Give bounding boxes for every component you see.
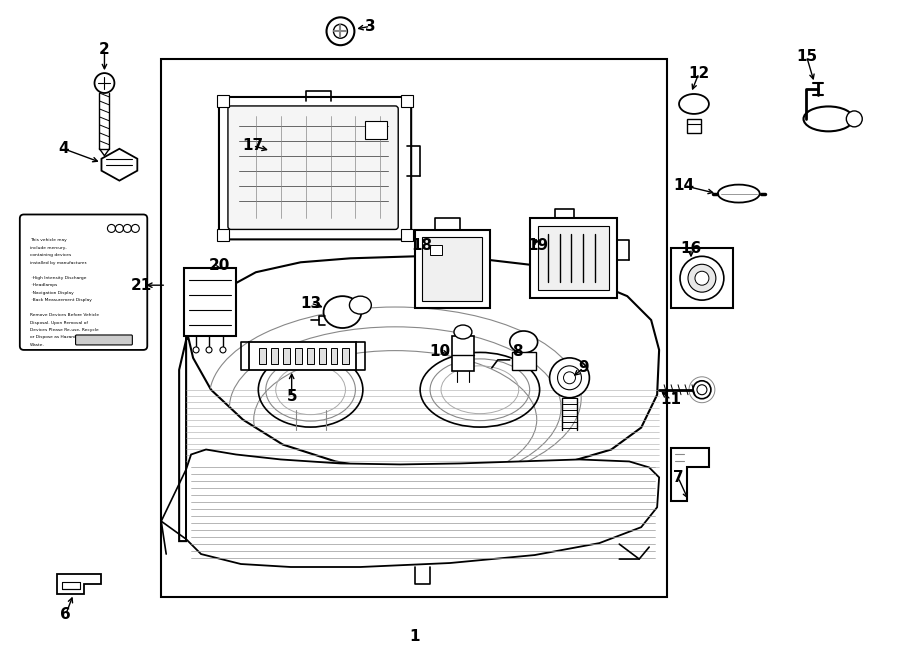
Text: Remove Devices Before Vehicle: Remove Devices Before Vehicle (30, 313, 99, 317)
Ellipse shape (804, 106, 853, 132)
Text: 21: 21 (130, 278, 152, 293)
Ellipse shape (349, 296, 372, 314)
Text: 8: 8 (512, 344, 523, 360)
FancyBboxPatch shape (20, 214, 148, 350)
Polygon shape (102, 149, 138, 180)
Text: 5: 5 (286, 389, 297, 405)
Circle shape (194, 347, 199, 353)
Bar (294, 348, 302, 364)
Circle shape (680, 256, 724, 300)
Bar (217, 229, 229, 241)
Text: 14: 14 (673, 178, 695, 193)
Circle shape (697, 385, 706, 395)
FancyBboxPatch shape (76, 335, 132, 345)
Circle shape (557, 366, 581, 390)
Ellipse shape (454, 325, 472, 339)
Ellipse shape (679, 94, 709, 114)
FancyBboxPatch shape (219, 97, 411, 239)
Text: ·Back Measurement Display: ·Back Measurement Display (30, 298, 92, 302)
Text: 7: 7 (672, 470, 683, 485)
Text: Waste.: Waste. (30, 343, 45, 347)
Text: 3: 3 (365, 19, 375, 34)
Text: ·Navigation Display: ·Navigation Display (30, 291, 74, 295)
Text: 20: 20 (208, 258, 230, 273)
Text: 16: 16 (680, 241, 702, 256)
Text: 13: 13 (300, 295, 321, 311)
Text: include mercury-: include mercury- (30, 246, 67, 250)
Bar (430, 245, 442, 255)
Bar (248, 342, 356, 370)
Bar (401, 95, 413, 107)
Ellipse shape (323, 296, 362, 328)
Text: 2: 2 (99, 42, 110, 57)
Bar (537, 227, 609, 290)
Ellipse shape (718, 184, 760, 202)
Circle shape (94, 73, 114, 93)
Circle shape (220, 347, 226, 353)
Text: installed by manufacturer.: installed by manufacturer. (30, 261, 87, 265)
Bar (415, 231, 490, 308)
Bar (330, 348, 338, 364)
Bar (184, 268, 236, 336)
Bar (512, 352, 535, 370)
Text: Devices Please Re-use, Recycle: Devices Please Re-use, Recycle (30, 328, 98, 332)
Text: or Dispose as Hazardous: or Dispose as Hazardous (30, 336, 83, 340)
Text: 18: 18 (411, 238, 433, 253)
Text: 15: 15 (796, 49, 817, 63)
Bar (365, 121, 387, 139)
Text: containing devices: containing devices (30, 253, 71, 257)
Bar (671, 249, 733, 308)
Text: 11: 11 (661, 392, 681, 407)
Polygon shape (671, 447, 709, 501)
Text: 9: 9 (578, 360, 589, 375)
Text: 10: 10 (429, 344, 451, 360)
Circle shape (550, 358, 590, 398)
Text: 4: 4 (58, 141, 69, 156)
Circle shape (688, 264, 716, 292)
Text: Disposal. Upon Removal of: Disposal. Upon Removal of (30, 321, 88, 325)
Text: 17: 17 (242, 138, 264, 153)
Text: ·Headlamps: ·Headlamps (30, 283, 57, 287)
Circle shape (563, 372, 575, 384)
Bar (687, 119, 701, 133)
Bar (307, 348, 313, 364)
Polygon shape (179, 256, 659, 541)
Circle shape (846, 111, 862, 127)
Bar (259, 348, 266, 364)
Bar (319, 348, 326, 364)
Bar (283, 348, 290, 364)
FancyBboxPatch shape (228, 106, 398, 229)
Bar (452, 336, 474, 371)
Bar (422, 237, 482, 301)
Circle shape (693, 381, 711, 399)
Text: This vehicle may: This vehicle may (30, 239, 67, 243)
Circle shape (327, 17, 355, 45)
Text: 19: 19 (527, 238, 548, 253)
Ellipse shape (509, 331, 537, 353)
Text: 12: 12 (688, 65, 709, 81)
Circle shape (695, 271, 709, 285)
Bar (271, 348, 278, 364)
Bar (530, 219, 617, 298)
Circle shape (334, 24, 347, 38)
Text: 6: 6 (60, 607, 71, 622)
Polygon shape (186, 449, 659, 567)
Bar (343, 348, 349, 364)
Bar (401, 229, 413, 241)
Text: ·High Intensity Discharge: ·High Intensity Discharge (30, 276, 86, 280)
Polygon shape (57, 574, 102, 594)
Circle shape (206, 347, 212, 353)
Bar (217, 95, 229, 107)
Text: 1: 1 (409, 629, 419, 644)
Bar (161, 59, 667, 597)
